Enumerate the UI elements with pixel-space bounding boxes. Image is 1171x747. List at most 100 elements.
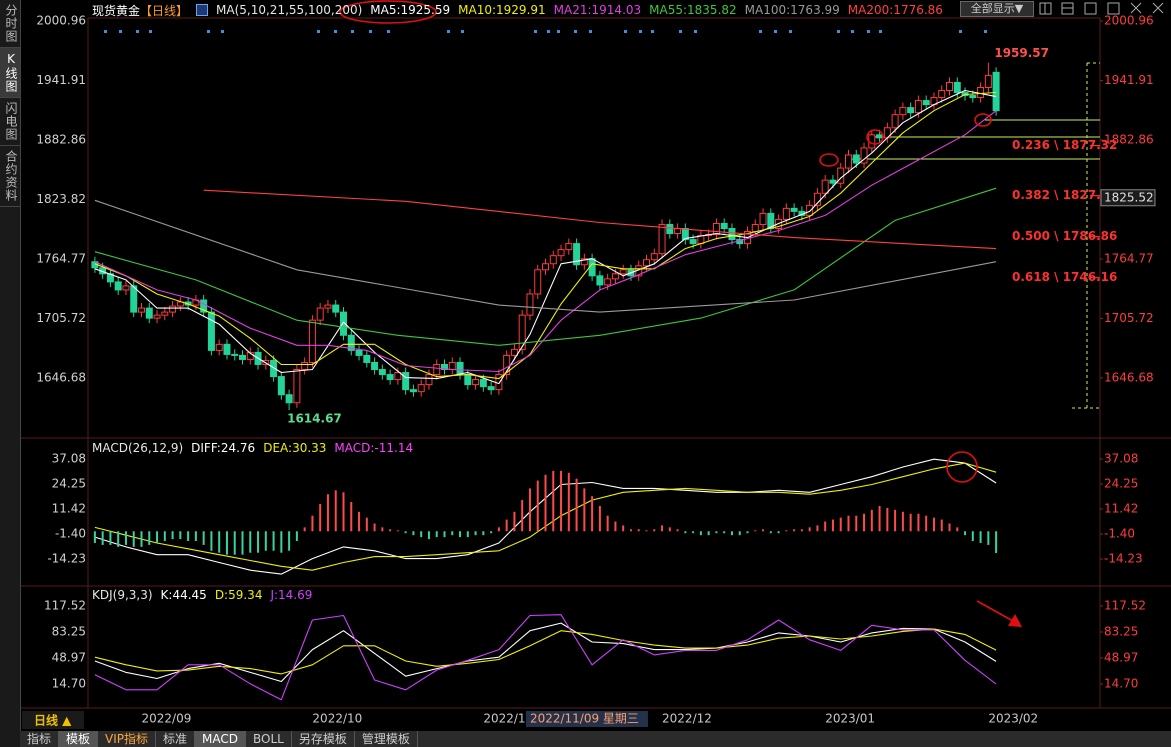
candle-body xyxy=(122,285,130,291)
macd-bar xyxy=(909,513,912,532)
macd-bar xyxy=(257,531,260,553)
x-tick-label: 2023/02 xyxy=(988,712,1038,726)
macd-bar xyxy=(109,531,112,545)
macd-bar xyxy=(513,511,516,532)
macd-bar xyxy=(311,515,314,532)
candle-body xyxy=(355,349,363,356)
macd-bar xyxy=(932,517,935,532)
candle-body xyxy=(479,379,487,388)
fib-label: 0.382 \ 1827.56 xyxy=(1012,188,1117,202)
macd-bar xyxy=(567,472,570,532)
candle-body xyxy=(526,293,534,316)
legend-entry: MA5:1925.59 xyxy=(370,3,451,17)
candle-body xyxy=(223,343,231,355)
sidebar-tab[interactable]: K线图 xyxy=(0,48,20,98)
macd-bar xyxy=(171,531,174,540)
fib-label: 0.500 \ 1786.86 xyxy=(1012,229,1117,243)
macd-bar xyxy=(412,531,415,536)
sidebar-tab[interactable]: 闪电图 xyxy=(0,98,20,146)
macd-bar xyxy=(466,531,469,538)
macd-bar xyxy=(117,531,120,547)
y-tick-label-right: 83.25 xyxy=(1104,624,1138,638)
candle-body xyxy=(689,239,697,245)
candle-body xyxy=(829,179,837,184)
candle-body xyxy=(239,354,246,360)
bottom-tabs: 指标 模板 VIP指标 标准 MACD BOLL 另存模板 管理模板 xyxy=(20,731,1171,747)
annotations xyxy=(339,0,1022,627)
bottom-tab[interactable]: 另存模板 xyxy=(292,731,355,747)
series-line xyxy=(94,91,997,380)
bottom-tab[interactable]: 管理模板 xyxy=(355,731,418,747)
macd-bar xyxy=(389,529,392,532)
candle-body xyxy=(953,81,961,94)
candle-body xyxy=(619,269,627,275)
macd-bar xyxy=(591,496,594,532)
display-all-button[interactable]: 全部显示▼ xyxy=(960,1,1034,17)
fib-label: 0.618 \ 1746.16 xyxy=(1012,270,1117,284)
macd-bar xyxy=(870,509,873,532)
bottom-tab[interactable]: MACD xyxy=(195,731,247,747)
bottom-tab[interactable]: 标准 xyxy=(156,731,196,747)
macd-bar xyxy=(249,531,252,553)
series-line xyxy=(94,614,997,701)
y-tick-label-right: 37.08 xyxy=(1104,452,1138,466)
candle-body xyxy=(674,228,682,235)
candle-body xyxy=(363,354,371,363)
sidebar-tab[interactable]: 合约资料 xyxy=(0,146,20,207)
y-tick-label-left: 14.70 xyxy=(52,677,86,691)
crosshair-price-box xyxy=(1100,189,1156,207)
candle-body xyxy=(969,95,977,99)
macd-bar xyxy=(528,488,531,532)
candle-body xyxy=(650,253,658,261)
macd-bar xyxy=(676,529,679,532)
macd-bar xyxy=(319,503,322,532)
sidebar-tab[interactable]: 分时图 xyxy=(0,0,20,48)
macd-bar xyxy=(404,531,407,534)
macd-bar xyxy=(163,531,166,542)
candle-body xyxy=(487,386,495,391)
series-line xyxy=(203,189,997,250)
macd-bar xyxy=(637,529,640,532)
macd-bar xyxy=(420,531,423,538)
macd-bar xyxy=(746,531,749,534)
bottom-tab[interactable]: 指标 xyxy=(20,731,60,747)
drawing-lines xyxy=(850,62,1100,409)
candle-body xyxy=(448,361,456,371)
macd-bar xyxy=(598,505,601,532)
macd-bar xyxy=(560,470,563,532)
macd-bar xyxy=(831,519,834,532)
macd-bar xyxy=(373,523,376,532)
candle-body xyxy=(371,361,379,371)
macd-bar xyxy=(210,531,213,551)
macd-bar xyxy=(536,480,539,532)
candle-body xyxy=(914,100,922,114)
y-tick-label-left: 1941.91 xyxy=(36,73,86,87)
macd-bar xyxy=(971,531,974,542)
macd-bar xyxy=(653,529,656,532)
macd-bar xyxy=(396,530,399,532)
bottom-tab[interactable]: BOLL xyxy=(246,731,292,747)
crosshair-date: 2022/11/09 星期三 xyxy=(530,712,639,726)
macd-bar xyxy=(101,531,104,545)
macd-bar xyxy=(132,531,135,547)
instrument: 现货黄金 xyxy=(92,3,141,18)
series-line xyxy=(94,110,997,373)
candle-body xyxy=(604,278,612,286)
macd-bar xyxy=(435,531,438,538)
plot: 1646.68 1646.68 1705.72 1705.72 1764.77 1764.… xyxy=(36,14,1156,727)
bottom-tab[interactable]: VIP指标 xyxy=(98,731,157,747)
bottom-tab[interactable]: 模板 xyxy=(59,731,99,747)
period-button-bg xyxy=(22,711,84,729)
y-tick-label-right: -14.23 xyxy=(1104,552,1143,566)
macd-bar xyxy=(785,530,788,532)
indicator-title: MACD(26,12,9) xyxy=(92,441,184,455)
candle-body xyxy=(782,207,790,220)
period-button[interactable]: 日线 ▲ xyxy=(34,713,72,728)
legend-entry: MACD:-11.14 xyxy=(334,441,414,455)
indicator-title: KDJ(9,3,3) xyxy=(92,588,153,602)
candle-body xyxy=(231,353,239,356)
y-tick-label-left: 37.08 xyxy=(52,452,86,466)
macd-bar xyxy=(326,494,329,532)
y-tick-label-left: -1.40 xyxy=(55,526,86,540)
